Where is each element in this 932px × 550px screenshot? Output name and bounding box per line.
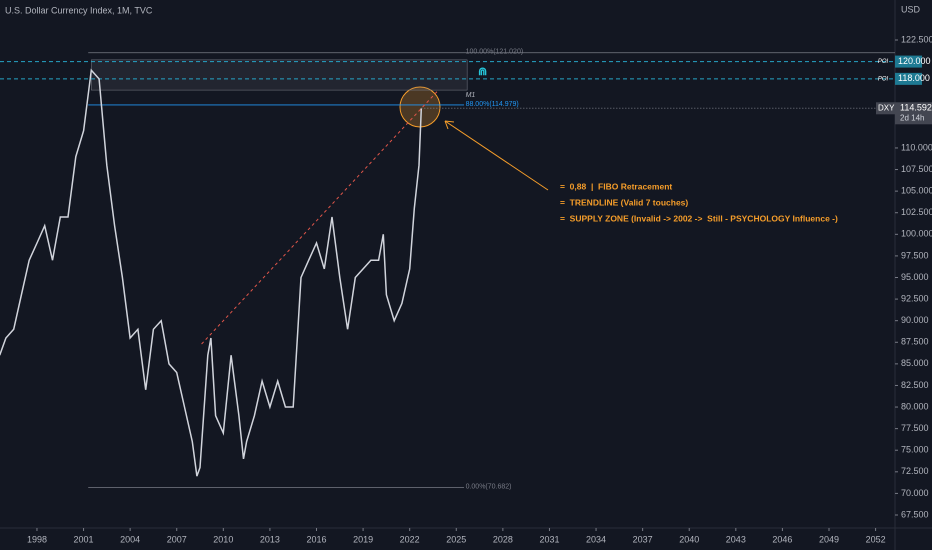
- x-tick-label: 2037: [633, 534, 653, 544]
- price-box: [895, 102, 932, 125]
- x-tick-label: 2025: [446, 534, 466, 544]
- trendline: [201, 90, 439, 345]
- x-tick-label: 2052: [866, 534, 886, 544]
- x-tick-label: 2040: [679, 534, 699, 544]
- poi-label: 120.000: [898, 56, 931, 66]
- x-tick-label: 2046: [772, 534, 792, 544]
- poi-box: [895, 72, 922, 85]
- x-tick-label: 2019: [353, 534, 373, 544]
- poi-tag: POI: [878, 59, 889, 65]
- fib-label: 100.00%(121.020): [466, 49, 524, 56]
- x-tick-label: 2022: [400, 534, 420, 544]
- x-tick-label: 2028: [493, 534, 513, 544]
- highlight-circle: [399, 86, 441, 128]
- icon: ⋒: [478, 66, 487, 78]
- y-tick-label: 70.000: [901, 488, 929, 498]
- x-tick-label: 2007: [167, 534, 187, 544]
- y-tick-label: 110.000: [901, 142, 932, 152]
- last-price: 114.592: [900, 103, 932, 113]
- y-tick-label: 67.500: [901, 509, 929, 519]
- x-tick-label: 2004: [120, 534, 140, 544]
- y-tick-label: 87.500: [901, 337, 929, 347]
- x-tick-label: 2034: [586, 534, 606, 544]
- fib-label: 88.00%(114.979): [466, 101, 519, 108]
- y-tick-label: 72.500: [901, 466, 929, 476]
- x-tick-label: 2001: [74, 534, 94, 544]
- y-tick-label: 107.500: [901, 164, 932, 174]
- y-tick-label: 122.500: [901, 34, 932, 44]
- price-line: [0, 68, 423, 477]
- x-tick-label: 1998: [27, 534, 47, 544]
- symbol: DXY: [878, 103, 895, 112]
- x-tick-label: 2031: [539, 534, 559, 544]
- y-tick-label: 100.000: [901, 229, 932, 239]
- x-tick-label: 2043: [726, 534, 746, 544]
- y-tick-label: 77.500: [901, 423, 929, 433]
- annotation: = SUPPLY ZONE (Invalid -> 2002 -> Still …: [560, 213, 838, 223]
- poi-box: [895, 55, 922, 68]
- x-tick-label: 2010: [213, 534, 233, 544]
- y-tick-label: 95.000: [901, 272, 929, 282]
- chart-title: U.S. Dollar Currency Index, 1M, TVC: [5, 5, 153, 15]
- y-tick-label: 82.500: [901, 380, 929, 390]
- y-tick-label: 102.500: [901, 207, 932, 217]
- countdown: 2d 14h: [900, 113, 924, 122]
- zone-label: M1: [466, 92, 476, 99]
- x-tick-label: 2013: [260, 534, 280, 544]
- y-tick-label: 80.000: [901, 401, 929, 411]
- y-tick-label: 97.500: [901, 250, 929, 260]
- x-tick-label: 2049: [819, 534, 839, 544]
- fib-label: 0.00%(70.682): [466, 483, 512, 490]
- poi-tag: POI: [878, 76, 889, 82]
- arrow-head: [444, 120, 455, 130]
- y-tick-label: 85.000: [901, 358, 929, 368]
- arrow: [444, 120, 549, 191]
- x-tick-label: 2016: [306, 534, 326, 544]
- y-tick-label: 105.000: [901, 186, 932, 196]
- y-tick-label: 92.500: [901, 293, 929, 303]
- y-tick-label: 90.000: [901, 315, 929, 325]
- annotation: = 0,88 | FIBO Retracement: [560, 181, 672, 191]
- supply-zone: [91, 59, 468, 91]
- currency: USD: [901, 4, 921, 14]
- symbol-box: [876, 102, 895, 115]
- poi-label: 118.000: [898, 73, 930, 83]
- annotation: = TRENDLINE (Valid 7 touches): [560, 197, 688, 207]
- y-tick-label: 75.000: [901, 445, 929, 455]
